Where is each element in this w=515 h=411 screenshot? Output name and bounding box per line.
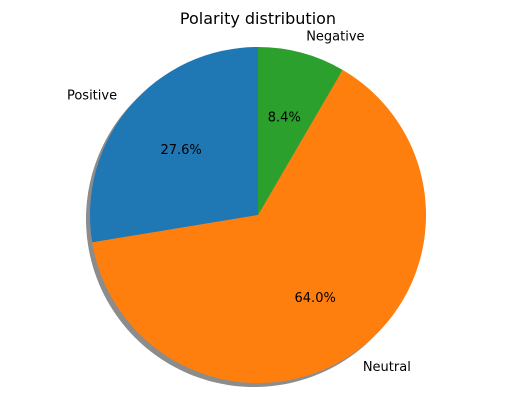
slice-label-positive: Positive (67, 88, 117, 103)
slice-pct-negative: 8.4% (268, 111, 301, 126)
slice-label-neutral: Neutral (363, 360, 411, 375)
slice-positive (90, 47, 259, 243)
slice-pct-positive: 27.6% (160, 143, 201, 158)
slice-label-negative: Negative (306, 30, 364, 45)
chart-title: Polarity distribution (180, 9, 336, 28)
pie-slices (90, 47, 427, 383)
pie-labels: Positive 27.6% Neutral 64.0% Negative 8.4% (67, 30, 411, 376)
slice-negative (258, 47, 343, 215)
slice-pct-neutral: 64.0% (295, 291, 336, 306)
slice-neutral (92, 69, 427, 383)
